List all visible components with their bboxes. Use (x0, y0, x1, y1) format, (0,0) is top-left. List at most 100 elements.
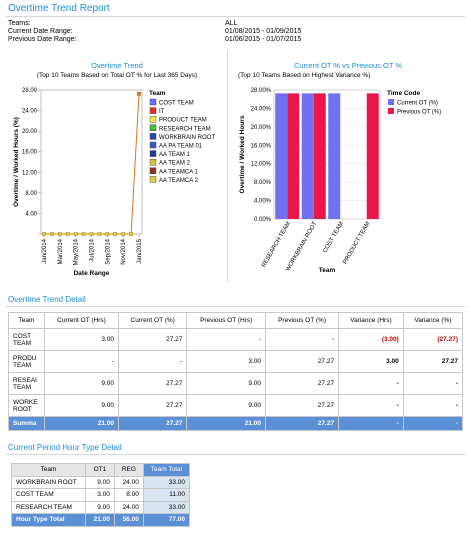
legend-label: AA TEAMCA 1 (159, 169, 199, 175)
current-range-label: Current Date Range: (8, 28, 73, 35)
cell-previous-hrs: 9.00 (186, 394, 267, 417)
y-tick-label: 12.00% (251, 162, 272, 168)
x-tick-label: WORKBRAIN ROOT (285, 221, 318, 273)
overtime-detail-table: Team Current OT (Hrs) Current OT (%) Pre… (8, 312, 464, 431)
cell-total: 11.00 (142, 488, 191, 502)
cell-variance-hrs: - (338, 394, 404, 417)
variance-chart: 0.00% 4.00% 8.00% 12.00% 16.00% 20.00% 24.00% 2… (239, 88, 441, 274)
trend-chart-title: Overtime Trend (91, 61, 143, 70)
col-reg: REG (113, 463, 144, 477)
cell-total: 77.00 (142, 513, 191, 527)
x-tick-label: RESEARCH TEAM (261, 221, 292, 269)
cell-current-pct: 27.27 (117, 416, 188, 431)
cell-current-hrs: 9.00 (44, 372, 119, 395)
y-axis-title: Overtime / Worked Hours (239, 115, 246, 193)
cell-reg: 24.00 (113, 475, 144, 489)
cell-current-pct: 27.27 (117, 328, 188, 351)
data-point (42, 232, 46, 236)
bar (366, 93, 379, 219)
legend-swatch (388, 108, 394, 114)
data-point (81, 232, 86, 236)
cell-team: COST TEAM (8, 328, 45, 351)
cell-current-pct: 27.27 (117, 394, 188, 417)
y-tick-label: 24.00 (22, 109, 38, 115)
data-point (105, 232, 110, 236)
title-divider (6, 16, 465, 17)
cell-team: PRODU TEAM (8, 350, 45, 373)
hour-type-table: Team OT1 REG Team Total WORKBRAIN ROOT 9… (11, 463, 191, 527)
legend-swatch (149, 167, 157, 175)
teams-value: ALL (225, 20, 238, 27)
data-point (137, 91, 141, 96)
variance-chart-title: Current OT % vs Previous OT % (293, 61, 403, 70)
legend-title: Team (149, 90, 166, 97)
bar (287, 93, 300, 219)
cell-team: WORKBRAIN ROOT (11, 475, 86, 489)
x-tick-label: Jul/2014 (90, 238, 96, 261)
cell-previous-pct: - (265, 328, 340, 351)
y-tick-label: 8.00% (254, 180, 272, 186)
detail-section-title: Overtime Trend Detail (8, 295, 86, 304)
y-tick-label: 12.00 (22, 170, 38, 176)
col-team: Team (8, 312, 45, 329)
data-point (113, 232, 118, 236)
bar (275, 93, 288, 219)
data-point (73, 232, 78, 236)
legend-swatch (149, 176, 157, 183)
variance-chart-subtitle: (Top 10 Teams Based on Highest Variance … (238, 72, 371, 79)
report-title: Overtime Trend Report (8, 3, 110, 14)
data-point (129, 232, 133, 236)
legend-label: AA TEAM 1 (159, 152, 191, 158)
plot-area (40, 89, 143, 235)
cell-reg: 56.00 (113, 513, 144, 527)
cell-previous-pct: 27.27 (265, 394, 340, 417)
col-current-hrs: Current OT (Hrs) (44, 312, 119, 329)
table-row: COST TEAM 3.00 8.00 11.00 (11, 488, 191, 502)
legend-swatch (388, 99, 394, 105)
detail-header-row: Team Current OT (Hrs) Current OT (%) Pre… (8, 312, 464, 329)
filter-labels: Teams: Current Date Range: Previous Date… (8, 20, 76, 44)
previous-range-label: Previous Date Range: (8, 36, 77, 43)
legend-label: COST TEAM (159, 101, 194, 107)
cell-previous-hrs: 21.00 (186, 416, 267, 431)
legend-swatch (149, 124, 157, 131)
data-point (65, 232, 70, 236)
table-row: COST TEAM 3.00 27.27 - - (3.00) (27.27) (8, 328, 464, 351)
y-axis-title: Overtime / Worked Hours (%) (13, 117, 20, 207)
cell-previous-pct: 27.27 (265, 350, 340, 373)
cell-current-hrs: 9.00 (44, 394, 119, 417)
legend-label: Previous OT (%) (397, 110, 441, 116)
previous-range-value: 01/06/2015 - 01/07/2015 (225, 36, 302, 43)
legend-swatch (149, 98, 157, 106)
trend-chart: 4.00 8.00 12.00 16.00 20.00 24.00 28.00 Overtim… (13, 88, 215, 277)
cell-previous-pct: 27.27 (265, 372, 340, 395)
legend-swatch (149, 141, 157, 149)
trend-chart-subtitle: (Top 10 Teams Based on Total OT % for La… (36, 72, 198, 79)
y-tick-label: 20.00 (22, 129, 38, 135)
col-team: Team (11, 463, 86, 477)
legend-swatch (149, 158, 157, 166)
col-previous-pct: Previous OT (%) (265, 312, 340, 329)
data-point (97, 232, 102, 236)
cell-variance-pct: - (402, 372, 464, 395)
y-tick-label: 28.00% (251, 88, 272, 94)
cell-team: COST TEAM (11, 488, 86, 502)
hour-type-section-title: Current Period Hour Type Detail (8, 443, 122, 452)
x-tick-label: Mar/2014 (58, 238, 64, 264)
x-tick-label: May/2014 (74, 238, 80, 265)
cell-variance-pct: 27.27 (402, 350, 464, 373)
col-variance-hrs: Variance (Hrs) (338, 312, 404, 329)
legend-label: AA TEAM 2 (159, 161, 191, 167)
cell-variance-hrs: - (338, 372, 404, 395)
y-tick-label: 20.00% (251, 125, 272, 131)
x-tick-label: Sep/2014 (105, 238, 111, 264)
y-tick-label: 24.00% (251, 106, 272, 112)
cell-ot1: 9.00 (85, 500, 115, 514)
cell-total: 33.00 (142, 475, 191, 489)
x-tick-label: PRODUCT TEAM (342, 221, 371, 265)
col-team-total: Team Total (142, 463, 191, 477)
legend-label: AA TEAMCA 2 (159, 178, 199, 184)
cell-previous-hrs: 9.00 (186, 372, 267, 395)
data-point (121, 232, 125, 236)
legend-label: WORKBRAIN ROOT (159, 135, 215, 141)
